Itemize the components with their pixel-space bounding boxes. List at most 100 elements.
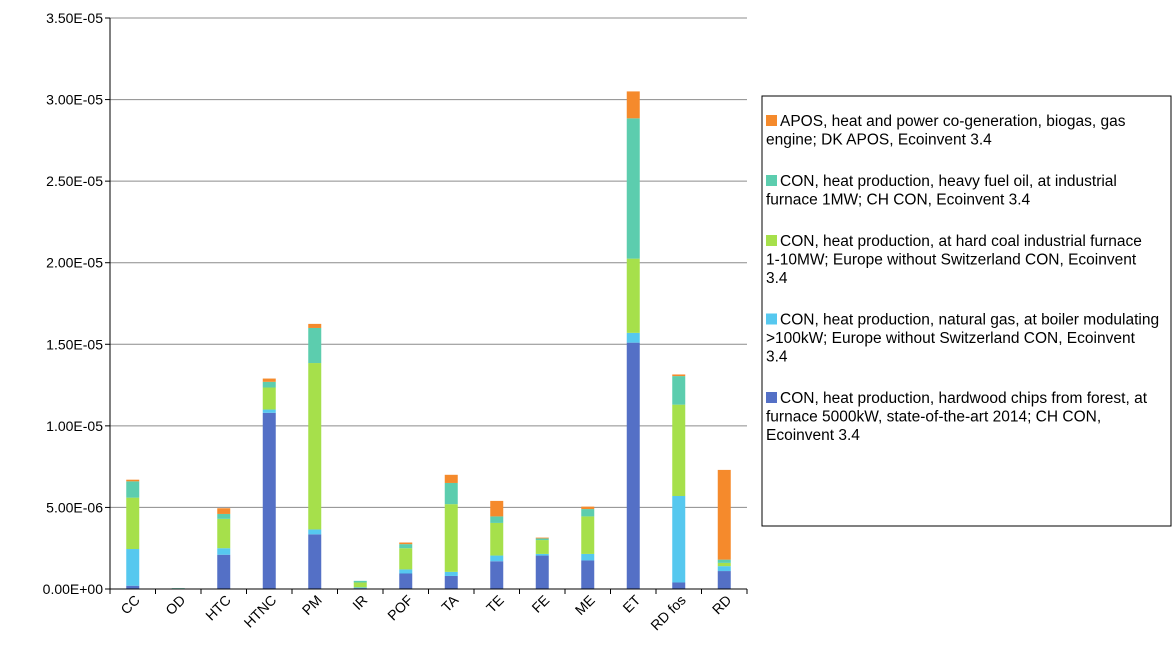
bar-segment [717,559,731,563]
y-tick-label: 0.00E+00 [43,581,104,597]
gridlines [110,17,747,508]
bar-segment [262,381,276,388]
bar-segment [262,378,276,382]
bar-segment [217,508,231,514]
bar-segment [535,538,549,541]
legend-box [761,95,1172,527]
bar-segment [444,571,458,576]
bar-segment [717,469,731,560]
bar-segment [490,561,504,589]
bar-segment [126,549,140,586]
bar-segment [308,529,322,535]
x-tick-label: CC [117,592,143,618]
x-tick-label: FE [528,592,552,616]
bar-segment [399,544,413,549]
legend-entry: CON, heat production, natural gas, at bo… [766,312,1159,366]
bar-segment [217,513,231,519]
legend-swatch [766,313,777,325]
bar-segment [353,580,367,583]
bar-segment [535,553,549,556]
bar-segment [581,553,595,561]
bar-segment [581,516,595,554]
bar-segment [581,560,595,589]
legend-entry: CON, heat production, hardwood chips fro… [766,390,1148,444]
bar-segment [262,387,276,410]
y-tick-label: 5.00E-06 [46,499,103,515]
bar-segment [308,363,322,530]
bar-segment [490,522,504,556]
legend-entry: CON, heat production, heavy fuel oil, at… [766,173,1117,209]
x-tick-label: ME [572,592,598,618]
bar-segment [672,376,686,405]
x-tick-labels: CC OD HTC HTNC PM IR POF TA TE FE ME ET RD fos RD [117,591,734,633]
bar-segment [626,258,640,333]
x-tick-label: IR [349,592,370,613]
bar-segment [626,118,640,259]
y-tick-label: 2.00E-05 [46,255,103,271]
x-tick-label: ET [619,591,643,615]
bar-segment [626,342,640,589]
bar-segment [262,412,276,589]
x-tick-label: OD [162,592,188,618]
bar-segment [217,518,231,549]
legend-swatch [766,175,777,186]
bar-segment [126,497,140,550]
bar-segment [126,481,140,498]
bar-segment [262,409,276,413]
bar-segment [672,374,686,377]
bar-segment [217,554,231,589]
y-tick-label: 3.50E-05 [46,10,103,26]
y-tick-label: 1.50E-05 [46,336,103,352]
x-tick-label: POF [384,592,416,624]
y-tick-labels: 0.00E+00 5.00E-06 1.00E-05 1.50E-05 2.00E-05… [43,10,104,597]
bar-segment [717,562,731,567]
bar-segment [353,582,367,588]
bar-segment [308,327,322,364]
bar-segment [308,323,322,328]
bar-segment [399,569,413,574]
bar-segment [672,496,686,583]
bar-segment [626,332,640,343]
bar-segment [126,585,140,589]
bar-segment [535,537,549,539]
bar-segment [399,542,413,545]
axes-group [105,17,748,594]
bar-segment [490,555,504,562]
bar-segment [535,540,549,554]
x-tick-label: RD [709,592,735,618]
bar-segment [717,571,731,589]
bar-segment [217,548,231,555]
bar-segment [717,566,731,572]
x-tick-label: HTNC [241,592,280,631]
x-tick-label: TE [483,592,507,616]
legend-swatch [766,115,777,126]
bar-segment [444,482,458,505]
y-tick-label: 2.50E-05 [46,173,103,189]
x-tick-label: PM [299,592,325,618]
legend-entry: APOS, heat and power co-generation, biog… [766,113,1126,149]
bar-segment [672,582,686,589]
bar-segment [626,91,640,119]
x-tick-label: TA [438,591,462,615]
x-tick-label: RD fos [647,592,689,634]
legend-swatch [766,235,777,246]
bars-group [126,91,731,589]
bar-segment [444,504,458,572]
bar-segment [444,474,458,483]
y-tick-label: 1.00E-05 [46,418,103,434]
bar-segment [308,534,322,589]
legend: APOS, heat and power co-generation, biog… [761,95,1172,527]
bar-segment [444,575,458,589]
bar-segment [126,479,140,482]
bar-segment [490,500,504,517]
bar-segment [490,516,504,523]
bar-segment [672,404,686,497]
bar-segment [581,506,595,510]
bar-segment [535,555,549,589]
legend-swatch [766,392,777,403]
bar-segment [399,573,413,589]
bar-segment [581,509,595,517]
legend-entry: CON, heat production, at hard coal indus… [766,233,1142,287]
bar-segment [399,548,413,570]
